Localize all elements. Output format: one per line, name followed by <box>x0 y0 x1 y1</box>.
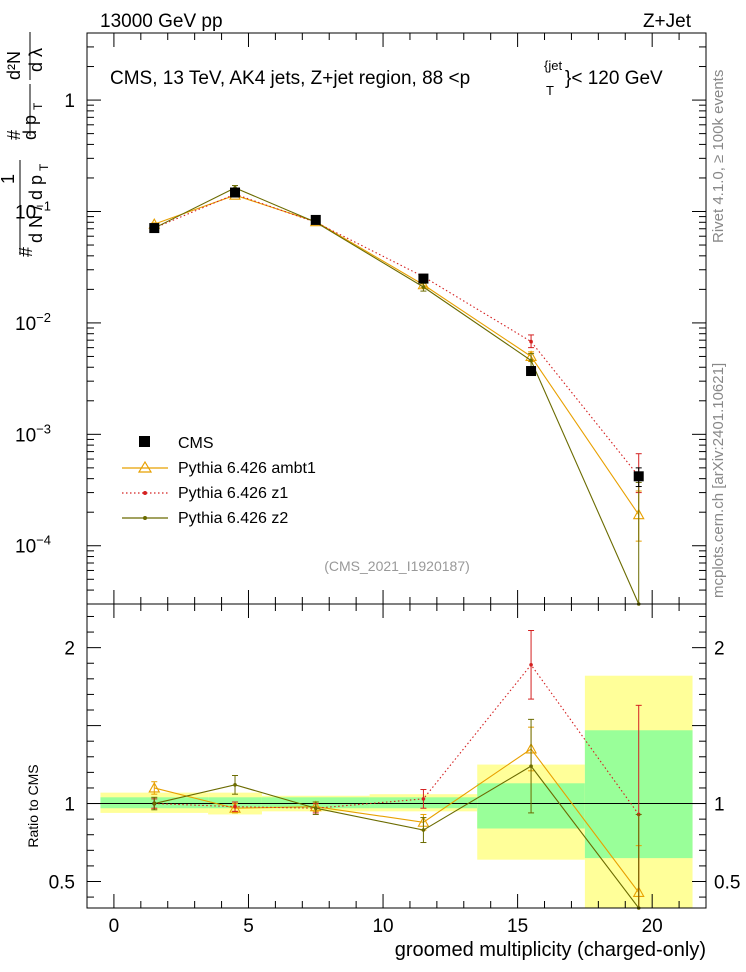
mcplots-label: mcplots.cern.ch [arXiv:2401.10621] <box>710 363 727 598</box>
ratio-line-ambt1 <box>154 748 640 893</box>
ratio-y-tick-label-right: 2 <box>714 639 725 660</box>
ratio-x-ticks: 0 5 10 15 20 <box>86 604 707 937</box>
ratio-point-z2 <box>152 801 157 806</box>
legend-marker-z1 <box>143 491 147 495</box>
data-point-z2 <box>421 285 426 289</box>
ratio-y-label: Ratio to CMS <box>25 764 41 847</box>
main-y-tick-label: 10−2 <box>15 310 51 335</box>
x-tick-label: 15 <box>507 916 528 937</box>
legend-marker-cms <box>139 436 150 447</box>
ratio-series <box>148 630 645 910</box>
legend-label-z2: Pythia 6.426 z2 <box>178 510 288 527</box>
ratio-point-z1 <box>233 804 237 809</box>
plot-title-sub: T <box>546 83 554 98</box>
ylabel-T2: T <box>31 102 45 110</box>
data-point-z2 <box>529 358 533 363</box>
ratio-panel: 0.5 0.5 1 1 2 2 0 5 10 15 20 Ratio to CMS groomed… <box>25 603 740 961</box>
ratio-y-tick-label: 2 <box>64 639 75 660</box>
ratio-point-z2 <box>313 806 318 811</box>
ratio-y-tick-label: 1 <box>64 795 75 816</box>
ratio-point-z2 <box>421 828 426 832</box>
data-point-cms <box>310 214 321 225</box>
data-point-cms <box>526 366 537 377</box>
data-point-z1 <box>529 339 533 344</box>
legend-label-ambt1: Pythia 6.426 ambt1 <box>178 460 316 477</box>
ylabel-dN: d N / d p <box>26 175 46 243</box>
x-tick-label: 10 <box>372 916 393 937</box>
ratio-point-ambt1 <box>229 802 241 813</box>
main-series <box>148 185 645 606</box>
ratio-y-tick-label: 0.5 <box>49 872 75 893</box>
ratio-line-z2 <box>154 765 640 909</box>
rivet-label: Rivet 4.1.0, ≥ 100k events <box>710 70 727 243</box>
ratio-y-tick-label-right: 0.5 <box>714 872 740 893</box>
ylabel-T1: T <box>37 163 51 171</box>
legend-marker-ambt1 <box>137 460 153 473</box>
x-tick-label: 0 <box>109 916 120 937</box>
main-y-tick-label: 1 <box>64 91 75 112</box>
legend-marker-z2 <box>143 516 147 520</box>
ylabel-dlambda: d λ <box>26 48 46 72</box>
main-x-ticks <box>86 33 707 604</box>
main-y-tick-label: 10−3 <box>15 421 51 446</box>
legend-label-cms: CMS <box>178 435 214 452</box>
main-y-ticks: 110−110−210−310−4 <box>15 32 706 605</box>
series-line-z2 <box>154 187 640 605</box>
analysis-watermark: (CMS_2021_I1920187) <box>324 558 470 574</box>
ratio-point-ambt1 <box>148 781 161 793</box>
ratio-line-z1 <box>154 663 640 815</box>
data-point-cms <box>633 471 644 482</box>
x-tick-label: 20 <box>642 916 663 937</box>
series-line-z1 <box>154 193 640 477</box>
x-axis-label: groomed multiplicity (charged-only) <box>395 939 706 961</box>
plot-title: CMS, 13 TeV, AK4 jets, Z+jet region, 88 … <box>110 68 470 89</box>
ratio-y-ticks: 0.5 0.5 1 1 2 2 <box>49 615 740 898</box>
ratio-point-z1 <box>529 663 533 667</box>
main-y-label: 1 # d N / d p T # d p T d²N d λ <box>0 32 51 257</box>
plot-title-end: }< 120 GeV <box>565 68 663 89</box>
data-point-cms <box>418 273 429 284</box>
ratio-point-z2 <box>233 783 237 787</box>
ylabel-hash-2: # <box>4 130 24 140</box>
header-process: Z+Jet <box>643 11 692 32</box>
ratio-frame <box>86 603 707 909</box>
ylabel-one: 1 <box>0 174 18 184</box>
ratio-bands <box>100 675 693 908</box>
header-energy: 13000 GeV pp <box>100 11 223 32</box>
legend-label-z1: Pythia 6.426 z1 <box>178 485 288 502</box>
legend: CMS Pythia 6.426 ambt1 Pythia 6.426 z1 P… <box>122 435 316 527</box>
main-panel: 110−110−210−310−4 CMS, 13 TeV, AK4 jets,… <box>0 32 707 606</box>
ratio-y-tick-label-right: 1 <box>714 795 725 816</box>
plot-title-main: CMS, 13 TeV, AK4 jets, Z+jet region, 88 … <box>110 68 470 89</box>
ratio-point-z1 <box>421 797 426 801</box>
ylabel-d2N: d²N <box>4 51 24 80</box>
plot-title-sup: {jet <box>544 58 562 73</box>
x-tick-label: 5 <box>243 916 254 937</box>
data-point-cms <box>149 223 160 234</box>
main-y-tick-label: 10−4 <box>15 533 51 558</box>
ratio-point-z2 <box>529 764 533 768</box>
ylabel-hash-1: # <box>16 247 36 257</box>
data-point-cms <box>230 187 241 198</box>
